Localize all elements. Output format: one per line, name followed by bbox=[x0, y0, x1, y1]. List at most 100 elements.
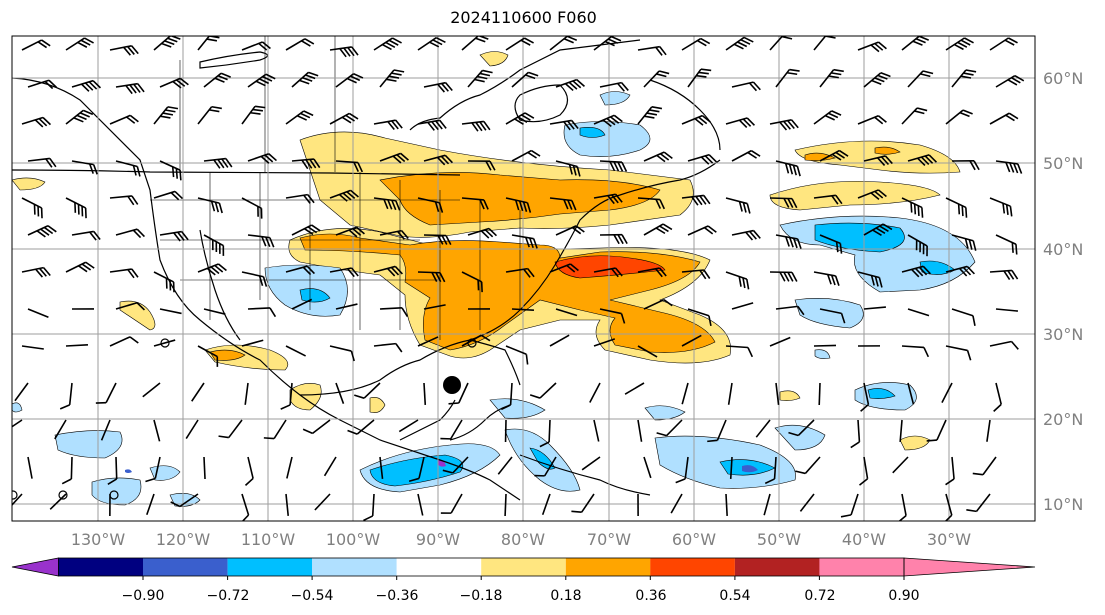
wind-barb bbox=[314, 493, 331, 511]
wind-barb bbox=[951, 69, 977, 88]
wind-barb bbox=[285, 265, 315, 276]
wind-barb bbox=[795, 456, 821, 475]
wind-barb bbox=[945, 37, 974, 51]
wind-barb bbox=[286, 456, 293, 479]
wind-barb bbox=[897, 493, 907, 521]
colorbar-tick-label: −0.54 bbox=[291, 588, 334, 604]
strong-negative-anomaly-fill bbox=[125, 459, 758, 473]
wind-barb bbox=[146, 493, 155, 516]
wind-barb bbox=[764, 456, 777, 485]
colorbar-segment bbox=[734, 558, 820, 576]
wind-barb bbox=[504, 493, 507, 517]
wind-barb bbox=[408, 456, 425, 483]
wind-barb bbox=[529, 382, 557, 399]
lon-label: 80°W bbox=[501, 530, 545, 549]
wind-barb bbox=[263, 419, 287, 440]
wind-barb bbox=[943, 493, 953, 521]
wind-barb bbox=[302, 419, 331, 435]
wind-barb bbox=[670, 493, 683, 514]
lat-label: 50°N bbox=[1043, 154, 1083, 173]
wind-barb bbox=[819, 68, 844, 88]
wind-barb bbox=[593, 338, 616, 347]
wind-barb bbox=[863, 155, 893, 166]
colorbar-segment bbox=[58, 558, 143, 576]
wind-barb bbox=[448, 382, 469, 405]
wind-barb bbox=[109, 114, 139, 125]
wind-barb bbox=[840, 493, 859, 518]
wind-barb bbox=[907, 382, 915, 405]
wind-barb bbox=[511, 149, 541, 162]
wind-barb bbox=[539, 419, 551, 448]
wind-barb bbox=[511, 234, 538, 249]
wind-barb bbox=[373, 265, 403, 277]
wind-barb bbox=[291, 224, 321, 236]
wind-barb bbox=[534, 456, 557, 477]
wind-barb bbox=[65, 197, 87, 219]
wind-barb bbox=[145, 456, 161, 483]
wind-barb bbox=[21, 266, 51, 278]
wind-barb bbox=[581, 456, 601, 471]
wind-barb bbox=[818, 382, 821, 406]
wind-barb bbox=[109, 195, 139, 206]
wind-barb bbox=[656, 419, 683, 437]
wind-barb bbox=[989, 269, 1019, 281]
wind-barb bbox=[681, 114, 711, 126]
wind-barb bbox=[863, 72, 891, 88]
wind-barb bbox=[115, 82, 145, 95]
wind-barb bbox=[637, 197, 666, 210]
wind-barb bbox=[966, 493, 991, 513]
colorbar-segment bbox=[819, 558, 904, 576]
colorbar-extend-min bbox=[11, 557, 59, 577]
wind-barb bbox=[291, 158, 321, 170]
wind-barb bbox=[857, 114, 887, 125]
wind-barb bbox=[549, 334, 570, 347]
wind-barb bbox=[329, 267, 359, 278]
wind-barb bbox=[423, 154, 453, 166]
wind-barb bbox=[813, 36, 836, 51]
wind-barb bbox=[819, 149, 849, 162]
wind-barb bbox=[637, 267, 667, 278]
wind-barb bbox=[901, 265, 931, 278]
map-frame bbox=[11, 35, 1036, 522]
wind-barb bbox=[27, 456, 33, 479]
wind-barb bbox=[727, 382, 733, 405]
wind-barb bbox=[945, 456, 955, 486]
wind-barb bbox=[769, 36, 795, 51]
wind-barb bbox=[687, 153, 718, 165]
wind-barb bbox=[153, 419, 161, 442]
wind-barb bbox=[995, 160, 1023, 174]
wind-barb bbox=[417, 119, 447, 131]
wind-barb bbox=[681, 269, 711, 280]
wind-barb bbox=[951, 160, 980, 171]
wind-barb bbox=[159, 230, 189, 242]
wind-barb bbox=[285, 38, 315, 51]
wind-barb bbox=[775, 160, 801, 177]
storm-center-marker bbox=[443, 376, 461, 394]
wind-barb bbox=[373, 342, 403, 353]
wind-barb bbox=[461, 120, 491, 132]
wind-barb bbox=[285, 110, 314, 125]
wind-barb bbox=[775, 382, 780, 405]
wind-barb bbox=[240, 493, 250, 521]
wind-barb bbox=[769, 271, 798, 282]
wind-barb bbox=[589, 382, 601, 403]
wind-barb bbox=[241, 339, 264, 347]
wind-barb bbox=[197, 197, 223, 214]
wind-barb bbox=[549, 197, 577, 211]
lat-label: 60°N bbox=[1043, 69, 1083, 88]
wind-barb bbox=[417, 336, 439, 347]
wind-barb bbox=[363, 493, 375, 521]
wind-barb bbox=[995, 74, 1025, 88]
wind-barb bbox=[863, 306, 886, 310]
wind-barb bbox=[423, 382, 427, 406]
wind-barb bbox=[989, 112, 1019, 125]
wind-barbs bbox=[12, 36, 1025, 521]
wind-barb bbox=[813, 110, 842, 125]
wind-barb bbox=[27, 79, 58, 90]
calm-circle bbox=[58, 490, 68, 500]
wind-barb bbox=[335, 382, 345, 404]
wind-barb bbox=[115, 301, 146, 311]
wind-barb bbox=[857, 189, 887, 201]
wind-barb bbox=[941, 382, 953, 403]
wind-barb bbox=[203, 308, 226, 315]
